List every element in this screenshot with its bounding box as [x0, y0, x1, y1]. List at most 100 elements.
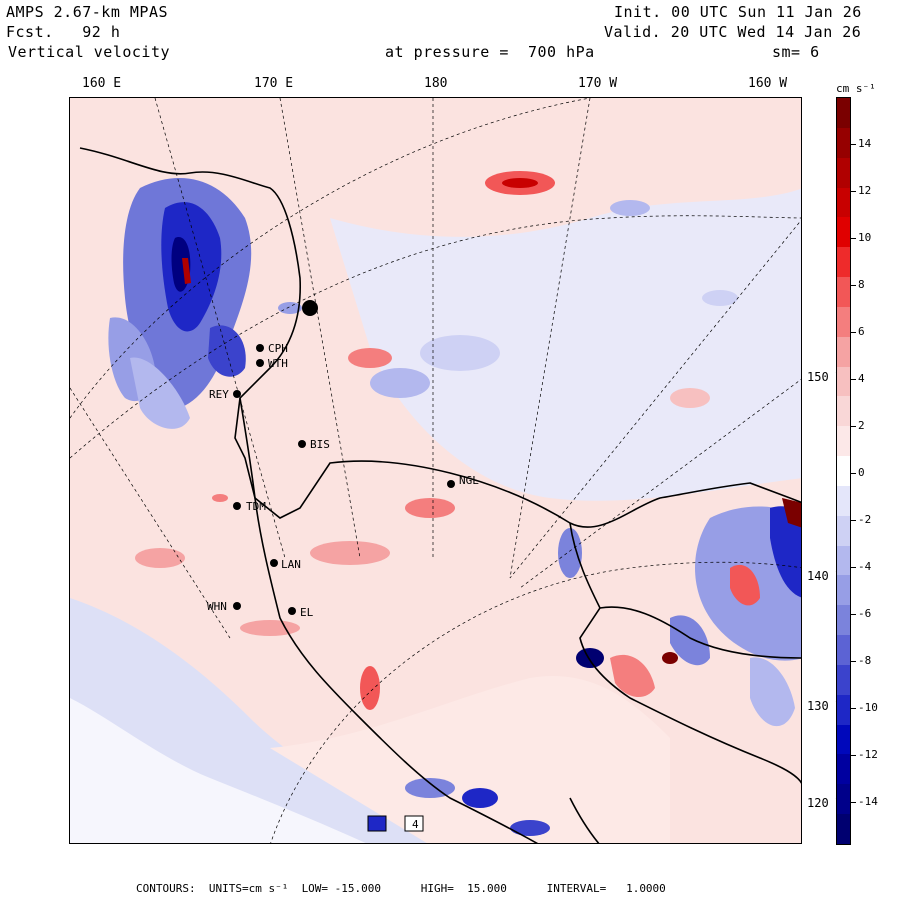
colorbar-cell [837, 814, 850, 845]
colorbar-tick-mark [851, 661, 856, 662]
vertical-velocity-map: 4 CPH WTH REY BIS TDM NGL LAN WHN EL [70, 98, 801, 843]
colorbar-tick-mark [851, 520, 856, 521]
colorbar [836, 97, 851, 845]
lon-label-170e: 170 E [254, 76, 294, 91]
colorbar-tick-label: -14 [858, 795, 878, 808]
colorbar-cell [837, 366, 850, 397]
colorbar-cell [837, 217, 850, 248]
colorbar-tick-label: -10 [858, 701, 878, 714]
right-edge-signal-cluster [610, 498, 801, 727]
station-dot-whn [233, 602, 241, 610]
init-time: Init. 00 UTC Sun 11 Jan 26 [614, 3, 862, 21]
colorbar-units: cm s⁻¹ [836, 82, 876, 95]
station-dot-cph [256, 344, 264, 352]
colorbar-cell [837, 664, 850, 696]
pressure-level: at pressure = 700 hPa [385, 43, 595, 61]
colorbar-cell [837, 515, 850, 547]
colorbar-cell [837, 127, 850, 159]
colorbar-tick-mark [851, 332, 856, 333]
weak-ascent-region [330, 188, 801, 501]
colorbar-cell [837, 426, 850, 457]
mountain-signal-cluster [108, 178, 252, 429]
colorbar-tick-label: 10 [858, 231, 872, 244]
forecast-hour: Fcst. 92 h [6, 23, 121, 41]
valid-time: Valid. 20 UTC Wed 14 Jan 26 [604, 23, 862, 41]
colorbar-tick-label: -12 [858, 748, 878, 761]
colorbar-tick-mark [851, 708, 856, 709]
colorbar-tick-label: 14 [858, 137, 872, 150]
station-label-ngl: NGL [459, 474, 479, 487]
neutral-region [70, 698, 366, 843]
contour-info: CONTOURS: UNITS=cm s⁻¹ LOW= -15.000 HIGH… [136, 882, 666, 895]
colorbar-cell [837, 784, 850, 815]
colorbar-tick-mark [851, 144, 856, 145]
station-markers: CPH WTH REY BIS TDM NGL LAN WHN EL [207, 342, 479, 619]
colorbar-cell [837, 575, 850, 606]
station-label-tdm: TDM [246, 500, 266, 513]
colorbar-tick-label: 0 [858, 466, 865, 479]
colorbar-cell [837, 635, 850, 666]
station-label-lan: LAN [281, 558, 301, 571]
station-label-cph: CPH [268, 342, 288, 355]
lon-label-180: 180 [424, 76, 448, 91]
scattered-cells [135, 171, 738, 836]
station-dot-lan [270, 559, 278, 567]
lon-label-160e: 160 E [82, 76, 122, 91]
colorbar-cell [837, 306, 850, 338]
colorbar-cell [837, 98, 850, 129]
colorbar-tick-mark [851, 285, 856, 286]
colorbar-tick-mark [851, 426, 856, 427]
colorbar-tick-label: -2 [858, 513, 872, 526]
colorbar-cell [837, 336, 850, 368]
colorbar-tick-mark [851, 567, 856, 568]
lon-label-160w: 160 W [748, 76, 788, 91]
station-label-rey: REY [209, 388, 229, 401]
station-dot-bis [298, 440, 306, 448]
colorbar-tick-mark [851, 473, 856, 474]
colorbar-tick-label: -6 [858, 607, 872, 620]
station-dot-rey [233, 390, 241, 398]
colorbar-tick-label: -8 [858, 654, 872, 667]
station-label-wth: WTH [268, 357, 288, 370]
colorbar-tick-label: 12 [858, 184, 872, 197]
map-panel[interactable]: 4 CPH WTH REY BIS TDM NGL LAN WHN EL [69, 97, 802, 844]
colorbar-tick-mark [851, 614, 856, 615]
colorbar-cell [837, 694, 850, 726]
station-label-bis: BIS [310, 438, 330, 451]
graticule [70, 98, 801, 843]
colorbar-cell [837, 157, 850, 188]
station-dot-wth [256, 359, 264, 367]
station-dot-ngl [447, 480, 455, 488]
inset-box [367, 815, 387, 832]
colorbar-cell [837, 754, 850, 785]
station-label-el: EL [300, 606, 314, 619]
station-label-whn: WHN [207, 600, 227, 613]
colorbar-tick-mark [851, 755, 856, 756]
inset-box-2 [404, 815, 424, 832]
colorbar-tick-label: 2 [858, 419, 865, 432]
lon-label-170w: 170 W [578, 76, 618, 91]
colorbar-cell [837, 485, 850, 517]
model-title: AMPS 2.67-km MPAS [6, 3, 169, 21]
station-dot-tdm [233, 502, 241, 510]
colorbar-tick-label: -4 [858, 560, 872, 573]
colorbar-cell [837, 724, 850, 755]
inset-label: 4 [412, 818, 419, 831]
station-dot-el [288, 607, 296, 615]
colorbar-tick-mark [851, 191, 856, 192]
colorbar-cell [837, 277, 850, 308]
colorbar-cell [837, 187, 850, 218]
colorbar-tick-mark [851, 238, 856, 239]
colorbar-tick-label: 8 [858, 278, 865, 291]
colorbar-cell [837, 396, 850, 427]
coastline [79, 147, 801, 843]
colorbar-cell [837, 605, 850, 636]
colorbar-cell [837, 545, 850, 576]
colorbar-cell [837, 456, 850, 487]
colorbar-tick-label: 4 [858, 372, 865, 385]
colorbar-cell [837, 247, 850, 278]
field-name: Vertical velocity [8, 43, 171, 61]
colorbar-tick-mark [851, 802, 856, 803]
colorbar-tick-mark [851, 379, 856, 380]
smoothing-value: sm= 6 [772, 43, 820, 61]
